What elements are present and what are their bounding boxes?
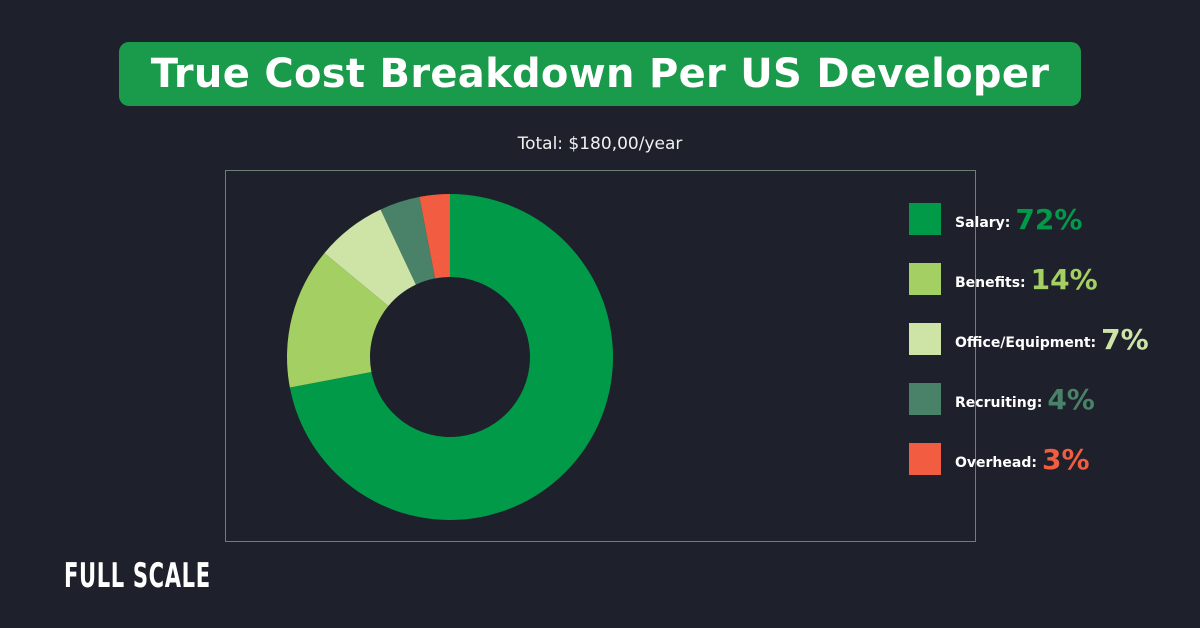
legend-label: Benefits: [955,275,1026,291]
donut-slice-benefits [287,253,389,388]
legend-percent: 72% [1015,203,1083,236]
donut-slice-salary [289,194,613,520]
legend-item: Office/Equipment: 7% [909,323,1149,355]
legend-percent: 7% [1101,323,1149,356]
legend-label: Salary: [955,215,1011,231]
legend-label: Office/Equipment: [955,335,1097,351]
donut-chart [287,194,613,520]
page-title: True Cost Breakdown Per US Developer [119,42,1081,106]
chart-frame: Salary: 72% Benefits: 14% Office/Equipment: 7… [225,170,1149,542]
legend-item: Salary: 72% [909,203,1082,235]
chart-subtitle: Total: $180,00/year [517,134,683,154]
legend-label: Recruiting: [955,395,1043,411]
legend-swatch [909,323,941,355]
legend-item: Benefits: 14% [909,263,1098,295]
full-scale-logo: FULL SCALE [64,556,211,596]
legend-percent: 14% [1030,263,1098,296]
legend-swatch [909,383,941,415]
legend-label: Overhead: [955,455,1037,471]
legend-swatch [909,263,941,295]
legend-item: Overhead: 3% [909,443,1090,475]
legend-percent: 4% [1047,383,1095,416]
donut-slice-recruiting [380,196,436,285]
legend-percent: 3% [1041,443,1090,476]
donut-slice-overhead [419,194,450,279]
legend-item: Recruiting: 4% [909,383,1095,415]
legend-swatch [909,203,941,235]
donut-slice-office-equipment [324,209,416,307]
legend-swatch [909,443,941,475]
